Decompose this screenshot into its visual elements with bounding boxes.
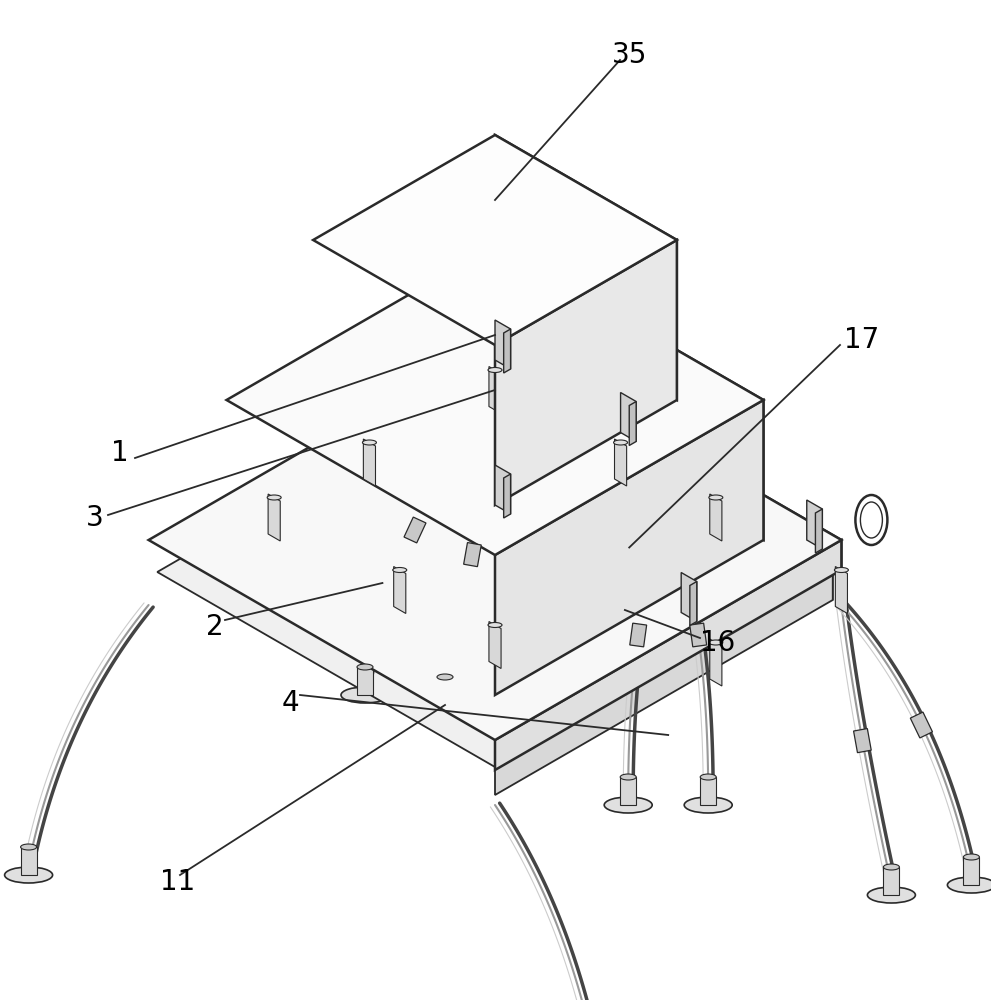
Ellipse shape	[488, 622, 502, 628]
Polygon shape	[710, 639, 721, 686]
Polygon shape	[710, 494, 721, 541]
Ellipse shape	[5, 867, 53, 883]
Bar	[963, 857, 979, 885]
Ellipse shape	[341, 687, 389, 703]
Polygon shape	[620, 392, 636, 442]
Polygon shape	[489, 366, 501, 414]
Polygon shape	[495, 572, 832, 795]
Ellipse shape	[605, 797, 652, 813]
Polygon shape	[503, 474, 510, 518]
Ellipse shape	[488, 367, 502, 372]
Polygon shape	[495, 400, 763, 695]
Text: 4: 4	[281, 689, 299, 717]
Polygon shape	[495, 240, 677, 505]
Polygon shape	[495, 320, 510, 369]
Polygon shape	[495, 465, 510, 514]
Polygon shape	[495, 377, 832, 600]
Text: 35: 35	[612, 41, 648, 69]
Polygon shape	[853, 729, 871, 753]
Polygon shape	[364, 439, 376, 486]
Ellipse shape	[709, 640, 722, 645]
Polygon shape	[629, 623, 647, 647]
Polygon shape	[681, 572, 697, 621]
Polygon shape	[629, 401, 636, 446]
Ellipse shape	[709, 495, 722, 500]
Bar	[21, 847, 37, 875]
Polygon shape	[269, 494, 280, 541]
Polygon shape	[807, 500, 823, 549]
Ellipse shape	[963, 854, 979, 860]
Polygon shape	[313, 135, 677, 345]
Polygon shape	[690, 623, 707, 647]
Polygon shape	[614, 439, 626, 486]
Ellipse shape	[21, 844, 37, 850]
Ellipse shape	[392, 568, 406, 572]
Polygon shape	[495, 135, 677, 400]
Bar	[437, 677, 453, 705]
Bar	[357, 667, 373, 695]
Ellipse shape	[684, 797, 732, 813]
Polygon shape	[816, 509, 823, 553]
Bar	[883, 867, 900, 895]
Text: 3: 3	[86, 504, 104, 532]
Ellipse shape	[947, 877, 991, 893]
Polygon shape	[158, 377, 832, 767]
Text: 17: 17	[844, 326, 880, 354]
Ellipse shape	[357, 664, 373, 670]
Bar	[701, 777, 716, 805]
Polygon shape	[495, 245, 763, 540]
Ellipse shape	[620, 774, 636, 780]
Polygon shape	[690, 582, 697, 626]
Ellipse shape	[834, 568, 848, 572]
Ellipse shape	[883, 864, 900, 870]
Ellipse shape	[363, 440, 377, 445]
Text: 11: 11	[161, 868, 195, 896]
Polygon shape	[489, 621, 501, 668]
Text: 2: 2	[206, 613, 224, 641]
Polygon shape	[835, 566, 847, 613]
Polygon shape	[149, 340, 841, 740]
Polygon shape	[495, 540, 841, 770]
Ellipse shape	[701, 774, 716, 780]
Bar	[620, 777, 636, 805]
Ellipse shape	[867, 887, 916, 903]
Ellipse shape	[268, 495, 281, 500]
Polygon shape	[911, 712, 933, 738]
Ellipse shape	[613, 440, 627, 445]
Polygon shape	[464, 543, 482, 567]
Ellipse shape	[421, 697, 469, 713]
Polygon shape	[393, 566, 405, 613]
Polygon shape	[227, 245, 763, 555]
Text: 16: 16	[701, 629, 735, 657]
Polygon shape	[503, 329, 510, 373]
Polygon shape	[495, 340, 841, 570]
Text: 1: 1	[111, 439, 129, 467]
Polygon shape	[404, 517, 426, 543]
Ellipse shape	[437, 674, 453, 680]
